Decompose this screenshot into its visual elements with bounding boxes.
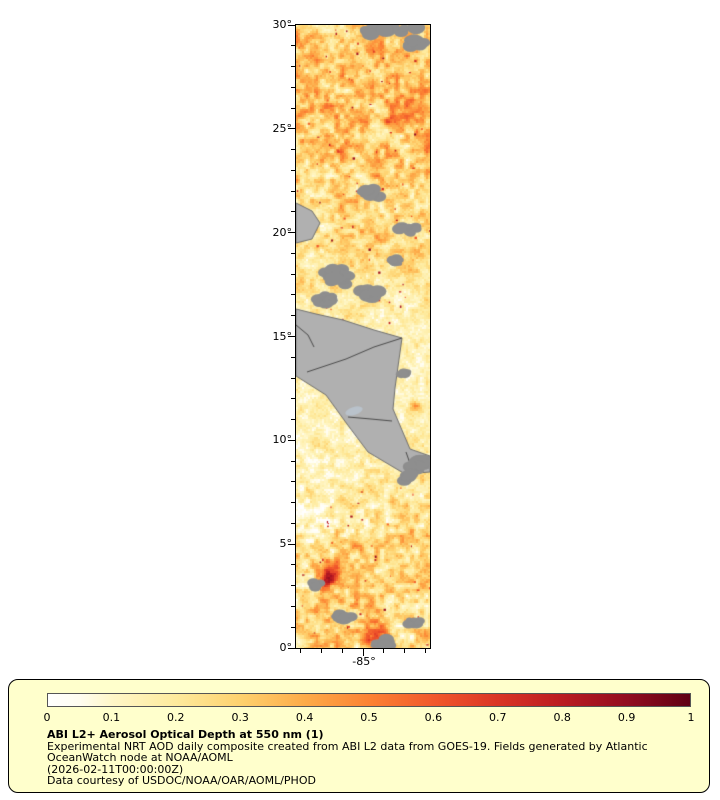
aod-map-canvas bbox=[295, 24, 431, 649]
y-axis-tick bbox=[291, 66, 295, 68]
y-axis-tick bbox=[291, 419, 295, 421]
y-axis-tick bbox=[291, 502, 295, 504]
y-axis-tick bbox=[288, 24, 295, 26]
x-axis-tick bbox=[299, 649, 301, 653]
colorbar-tick-label: 0 bbox=[43, 711, 51, 724]
y-axis-tick bbox=[291, 564, 295, 566]
y-axis-tick bbox=[288, 232, 295, 234]
y-axis-tick bbox=[291, 294, 295, 296]
colorbar-tick-label: 0.4 bbox=[295, 711, 314, 724]
y-axis-tick-label: 10° bbox=[272, 433, 293, 447]
y-axis-tick-label: 0° bbox=[279, 641, 293, 654]
y-axis-tick bbox=[291, 585, 295, 587]
colorbar-tick-label: 0.3 bbox=[231, 711, 249, 724]
colorbar-tick-label: 0.7 bbox=[489, 711, 507, 724]
x-axis-tick bbox=[362, 649, 364, 656]
caption-block: ABI L2+ Aerosol Optical Depth at 550 nm … bbox=[47, 729, 648, 787]
y-axis-tick-label: 20° bbox=[272, 225, 293, 239]
y-axis-tick bbox=[291, 377, 295, 379]
y-axis-tick bbox=[291, 149, 295, 151]
colorbar-tick-label: 1 bbox=[687, 711, 695, 724]
y-axis-tick bbox=[291, 522, 295, 524]
y-axis-tick bbox=[288, 336, 295, 337]
y-axis-tick bbox=[291, 86, 295, 88]
x-axis-tick bbox=[320, 649, 322, 653]
y-axis-tick bbox=[288, 543, 295, 545]
caption-credit: Data courtesy of USDOC/NOAA/OAR/AOML/PHO… bbox=[47, 774, 316, 788]
colorbar-tick-label: 0.2 bbox=[167, 711, 185, 724]
x-axis-tick bbox=[404, 649, 406, 653]
x-axis-tick bbox=[425, 649, 427, 653]
y-axis-tick bbox=[288, 128, 295, 130]
caption-description-line1: Experimental NRT AOD daily composite cre… bbox=[47, 739, 648, 753]
y-axis-tick bbox=[291, 460, 295, 462]
y-axis-tick bbox=[291, 605, 295, 607]
caption-description-line2: OceanWatch node at NOAA/AOML bbox=[47, 751, 233, 765]
y-axis-tick bbox=[291, 169, 295, 171]
colorbar-tick-label: 0.5 bbox=[360, 711, 378, 724]
colorbar-tick-label: 0.1 bbox=[102, 711, 121, 724]
legend-panel: 0 0.1 0.2 0.3 0.4 0.5 0.6 0.7 0.8 0.9 1 … bbox=[8, 679, 710, 793]
colorbar-tick-label: 0.6 bbox=[424, 711, 443, 724]
y-axis-tick bbox=[288, 647, 295, 649]
colorbar-tick-label: 0.9 bbox=[617, 711, 636, 724]
y-axis-tick-label: 30° bbox=[272, 18, 293, 31]
y-axis-tick bbox=[291, 45, 295, 47]
y-axis-tick-label: 15° bbox=[272, 329, 293, 343]
colorbar-gradient bbox=[47, 693, 691, 707]
caption-timestamp: (2026-02-11T00:00:00Z) bbox=[47, 762, 184, 776]
x-axis-tick bbox=[341, 649, 343, 653]
y-axis-tick bbox=[291, 190, 295, 192]
y-axis-tick bbox=[291, 252, 295, 254]
x-axis-tick bbox=[383, 649, 385, 653]
y-axis-tick bbox=[291, 315, 295, 317]
y-axis-tick-label: 5° bbox=[279, 537, 293, 551]
caption-title: ABI L2+ Aerosol Optical Depth at 550 nm … bbox=[47, 728, 324, 741]
y-axis-tick-label: 25° bbox=[272, 121, 293, 135]
y-axis-tick bbox=[291, 398, 295, 400]
y-axis-tick bbox=[291, 481, 295, 483]
y-axis-tick bbox=[291, 626, 295, 628]
y-axis-tick bbox=[291, 356, 295, 358]
y-axis-tick bbox=[291, 273, 295, 275]
y-axis-tick bbox=[288, 439, 295, 441]
x-axis-tick-label: -85° bbox=[352, 655, 376, 668]
colorbar-tick-label: 0.8 bbox=[553, 711, 571, 724]
y-axis-tick bbox=[291, 107, 295, 109]
y-axis-tick bbox=[291, 211, 295, 213]
